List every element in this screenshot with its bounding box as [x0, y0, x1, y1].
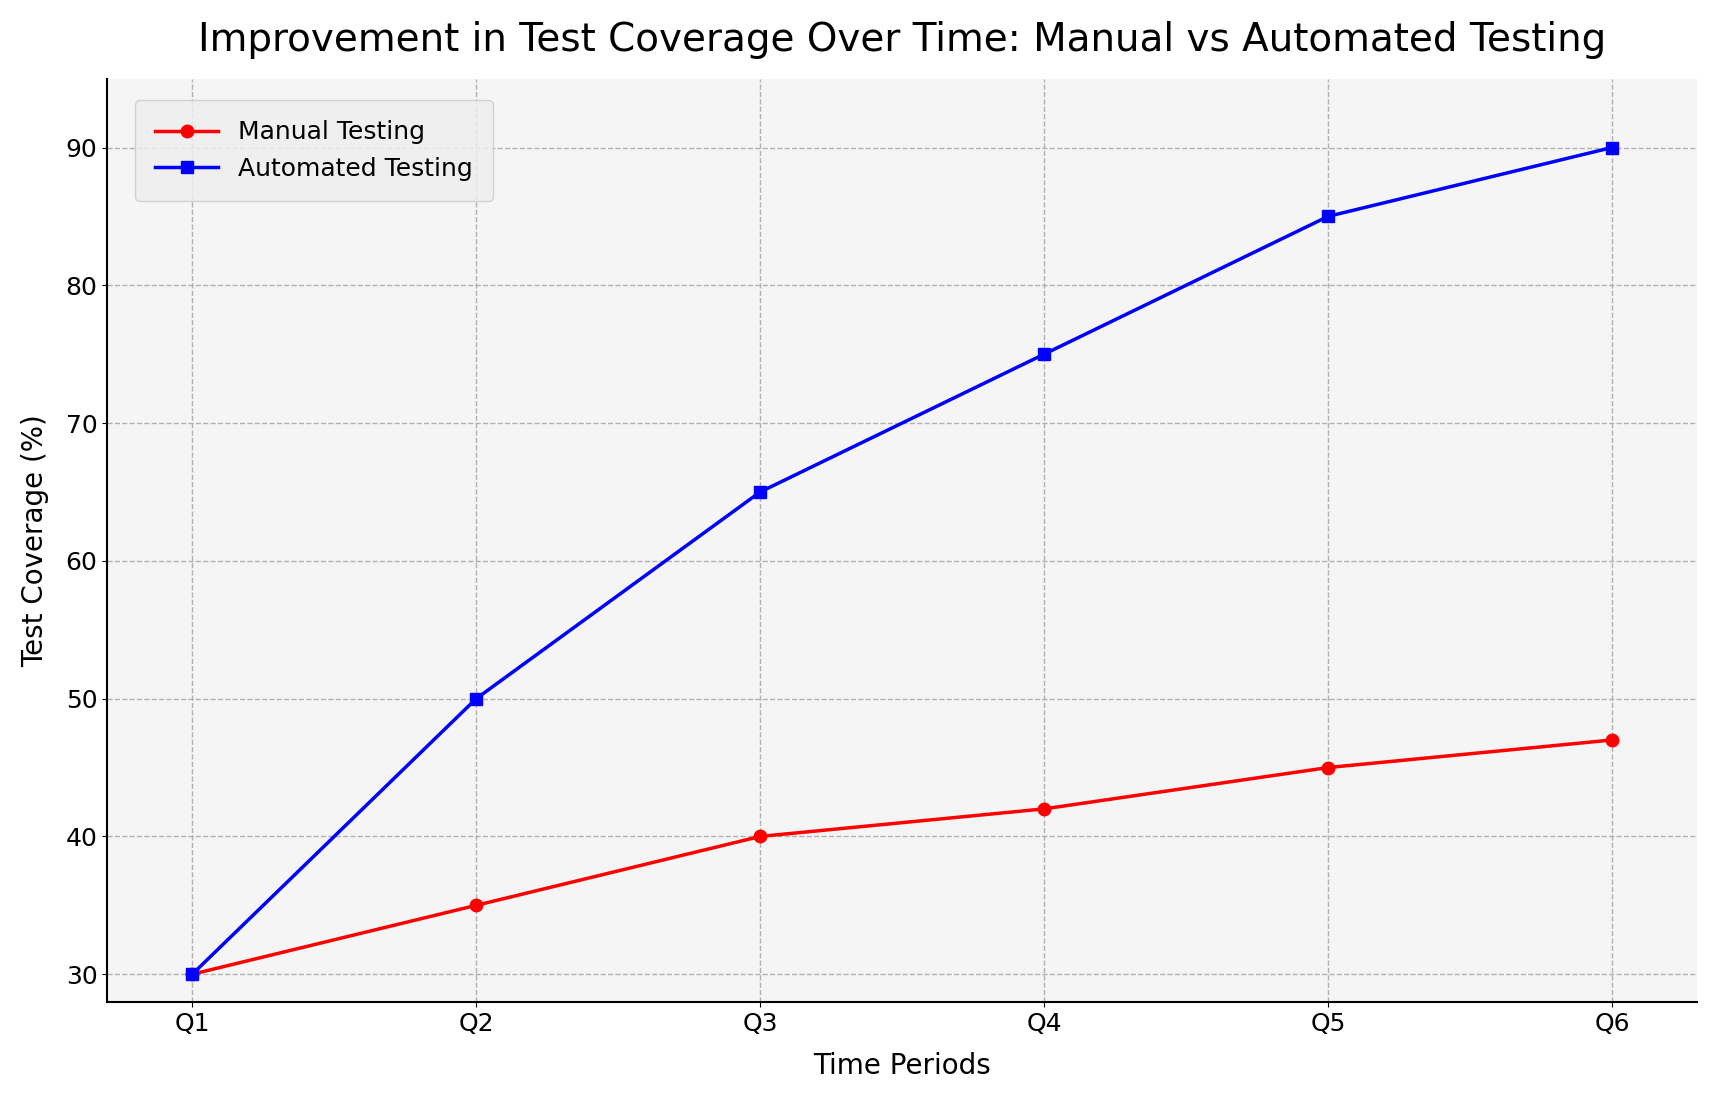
Manual Testing	[1318, 761, 1338, 774]
Y-axis label: Test Coverage (%): Test Coverage (%)	[21, 414, 48, 666]
Automated Testing	[466, 693, 486, 706]
Manual Testing	[749, 830, 770, 843]
Automated Testing	[749, 486, 770, 499]
Manual Testing	[182, 968, 203, 981]
X-axis label: Time Periods: Time Periods	[813, 1053, 991, 1080]
Title: Improvement in Test Coverage Over Time: Manual vs Automated Testing: Improvement in Test Coverage Over Time: …	[198, 21, 1606, 58]
Automated Testing	[1034, 348, 1055, 361]
Automated Testing	[1318, 210, 1338, 224]
Manual Testing	[1034, 803, 1055, 816]
Line: Automated Testing: Automated Testing	[186, 141, 1618, 981]
Line: Manual Testing: Manual Testing	[186, 733, 1618, 981]
Automated Testing	[1601, 141, 1622, 154]
Legend: Manual Testing, Automated Testing: Manual Testing, Automated Testing	[136, 100, 493, 200]
Manual Testing	[466, 898, 486, 912]
Automated Testing	[182, 968, 203, 981]
Manual Testing	[1601, 733, 1622, 746]
